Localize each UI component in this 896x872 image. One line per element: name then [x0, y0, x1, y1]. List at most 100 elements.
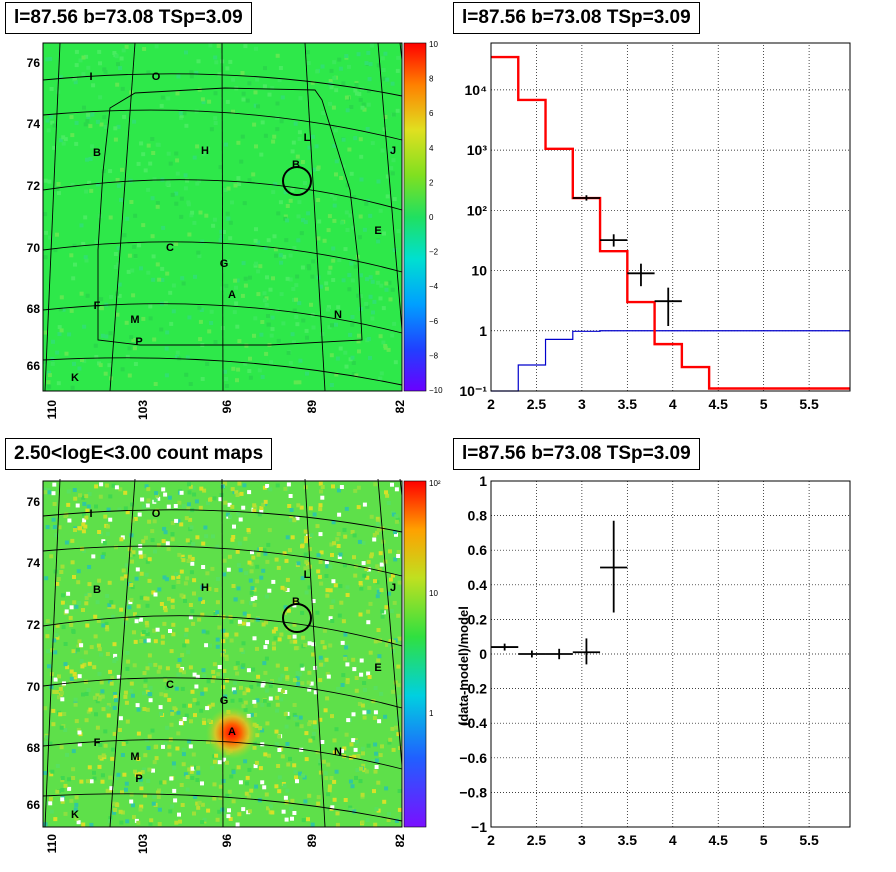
noise-pixel — [159, 692, 164, 697]
noise-pixel — [348, 805, 353, 810]
target-circle — [282, 166, 312, 196]
noise-pixel — [274, 742, 279, 747]
noise-pixel — [305, 335, 309, 340]
parallel-line — [42, 73, 403, 97]
noise-pixel — [85, 623, 90, 628]
noise-pixel — [342, 746, 347, 751]
noise-pixel — [201, 151, 206, 156]
noise-pixel — [256, 674, 261, 679]
noise-pixel — [225, 678, 229, 683]
noise-pixel — [337, 258, 342, 263]
noise-pixel — [161, 539, 166, 544]
noise-pixel — [320, 495, 325, 500]
noise-pixel — [76, 647, 80, 652]
noise-pixel — [345, 585, 350, 590]
noise-pixel — [345, 593, 350, 597]
noise-pixel — [76, 644, 81, 649]
noise-pixel — [391, 649, 396, 653]
noise-pixel — [218, 238, 223, 243]
noise-pixel — [284, 817, 289, 822]
noise-pixel — [345, 108, 350, 113]
noise-pixel — [69, 676, 74, 681]
noise-pixel — [356, 293, 361, 298]
noise-pixel — [146, 638, 151, 643]
noise-pixel — [88, 124, 93, 129]
noise-pixel — [165, 666, 170, 671]
source-label: A — [228, 726, 236, 738]
noise-pixel — [279, 292, 284, 297]
noise-pixel — [211, 534, 215, 539]
noise-pixel — [188, 703, 192, 708]
noise-pixel — [169, 776, 174, 781]
noise-pixel — [290, 798, 295, 803]
noise-pixel — [243, 283, 248, 288]
noise-pixel — [165, 685, 170, 690]
noise-pixel — [318, 507, 323, 512]
noise-pixel — [131, 550, 136, 555]
noise-pixel — [230, 487, 235, 492]
noise-pixel — [127, 253, 132, 258]
map-noise — [43, 43, 401, 390]
noise-pixel — [71, 649, 76, 654]
noise-pixel — [120, 86, 125, 91]
noise-pixel — [178, 819, 182, 824]
noise-pixel — [379, 283, 384, 288]
noise-pixel — [185, 538, 190, 543]
noise-pixel — [189, 570, 194, 575]
noise-pixel — [295, 516, 300, 521]
noise-pixel — [54, 690, 59, 694]
noise-pixel — [253, 263, 258, 268]
noise-pixel — [294, 775, 298, 780]
noise-pixel — [128, 600, 133, 605]
noise-pixel — [368, 213, 373, 218]
noise-pixel — [249, 601, 253, 605]
noise-pixel — [188, 484, 193, 489]
noise-pixel — [105, 627, 110, 632]
noise-pixel — [324, 286, 329, 291]
noise-pixel — [350, 322, 355, 327]
noise-pixel — [46, 487, 51, 492]
noise-pixel — [132, 244, 137, 249]
noise-pixel — [396, 229, 401, 234]
noise-pixel — [307, 687, 312, 692]
noise-pixel — [273, 247, 278, 252]
noise-pixel — [224, 142, 228, 147]
noise-pixel — [48, 57, 53, 61]
noise-pixel — [397, 636, 402, 641]
noise-pixel — [241, 261, 246, 266]
noise-pixel — [116, 772, 121, 777]
noise-pixel — [345, 228, 350, 232]
noise-pixel — [217, 625, 222, 630]
noise-pixel — [271, 276, 275, 281]
noise-pixel — [191, 485, 196, 490]
noise-pixel — [276, 338, 281, 343]
noise-pixel — [283, 486, 288, 491]
noise-pixel — [124, 44, 129, 49]
noise-pixel — [339, 176, 344, 180]
y-tick-label: 1 — [479, 473, 487, 489]
noise-pixel — [171, 283, 176, 288]
noise-pixel — [291, 340, 296, 345]
noise-pixel — [107, 580, 112, 585]
noise-pixel — [152, 177, 157, 182]
noise-pixel — [242, 691, 247, 696]
noise-pixel — [259, 332, 264, 337]
noise-pixel — [195, 535, 200, 540]
noise-pixel — [290, 187, 295, 192]
noise-pixel — [331, 484, 335, 489]
noise-pixel — [117, 282, 122, 287]
noise-pixel — [98, 95, 103, 100]
noise-pixel — [47, 370, 51, 375]
noise-pixel — [146, 270, 151, 275]
noise-pixel — [270, 327, 275, 332]
noise-pixel — [45, 625, 50, 630]
parallel-line — [42, 545, 403, 577]
noise-pixel — [166, 504, 171, 509]
noise-pixel — [103, 514, 108, 519]
noise-pixel — [316, 569, 321, 574]
noise-pixel — [330, 323, 334, 328]
noise-pixel — [318, 655, 323, 660]
noise-pixel — [255, 77, 260, 82]
noise-pixel — [174, 686, 179, 691]
noise-pixel — [74, 795, 79, 800]
